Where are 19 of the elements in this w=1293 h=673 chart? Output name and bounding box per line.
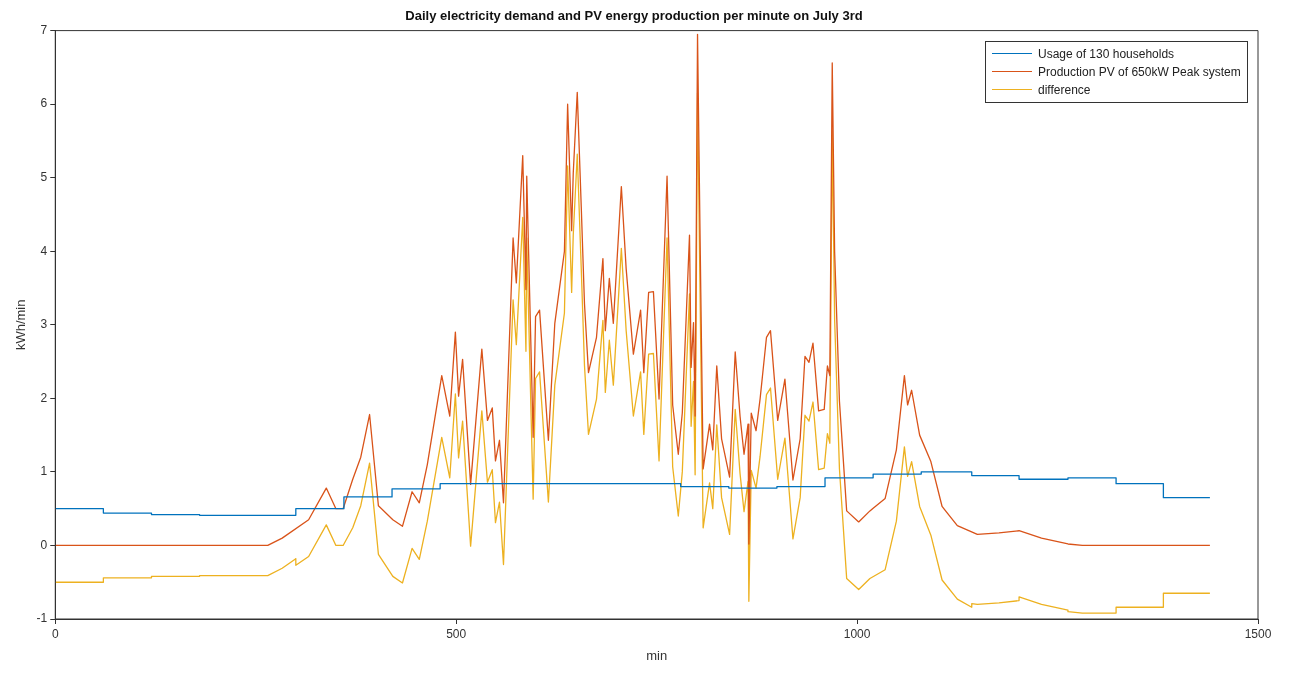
y-tick-label: 1: [40, 464, 48, 479]
x-axis-title: min: [646, 647, 668, 663]
legend-label: difference: [1038, 82, 1091, 97]
x-tick-label: 0: [51, 626, 59, 641]
y-tick-label: 6: [40, 96, 48, 111]
chart-title: Daily electricity demand and PV energy production per minute on July 3rd: [405, 8, 863, 24]
x-tick-label: 500: [446, 626, 467, 641]
legend-label: Usage of 130 households: [1038, 46, 1175, 61]
y-tick-label: 4: [40, 243, 48, 258]
x-tick-label: 1500: [1244, 626, 1272, 641]
y-tick-label: -1: [36, 611, 48, 626]
y-tick-label: 2: [40, 390, 48, 405]
legend-label: Production PV of 650kW Peak system: [1038, 64, 1241, 79]
y-tick-label: 3: [40, 317, 48, 332]
y-axis-title: kWh/min: [13, 299, 29, 351]
x-tick-label: 1000: [843, 626, 871, 641]
y-tick-label: 5: [40, 170, 48, 185]
y-tick-label: 0: [40, 537, 48, 552]
y-tick-label: 7: [40, 22, 48, 37]
